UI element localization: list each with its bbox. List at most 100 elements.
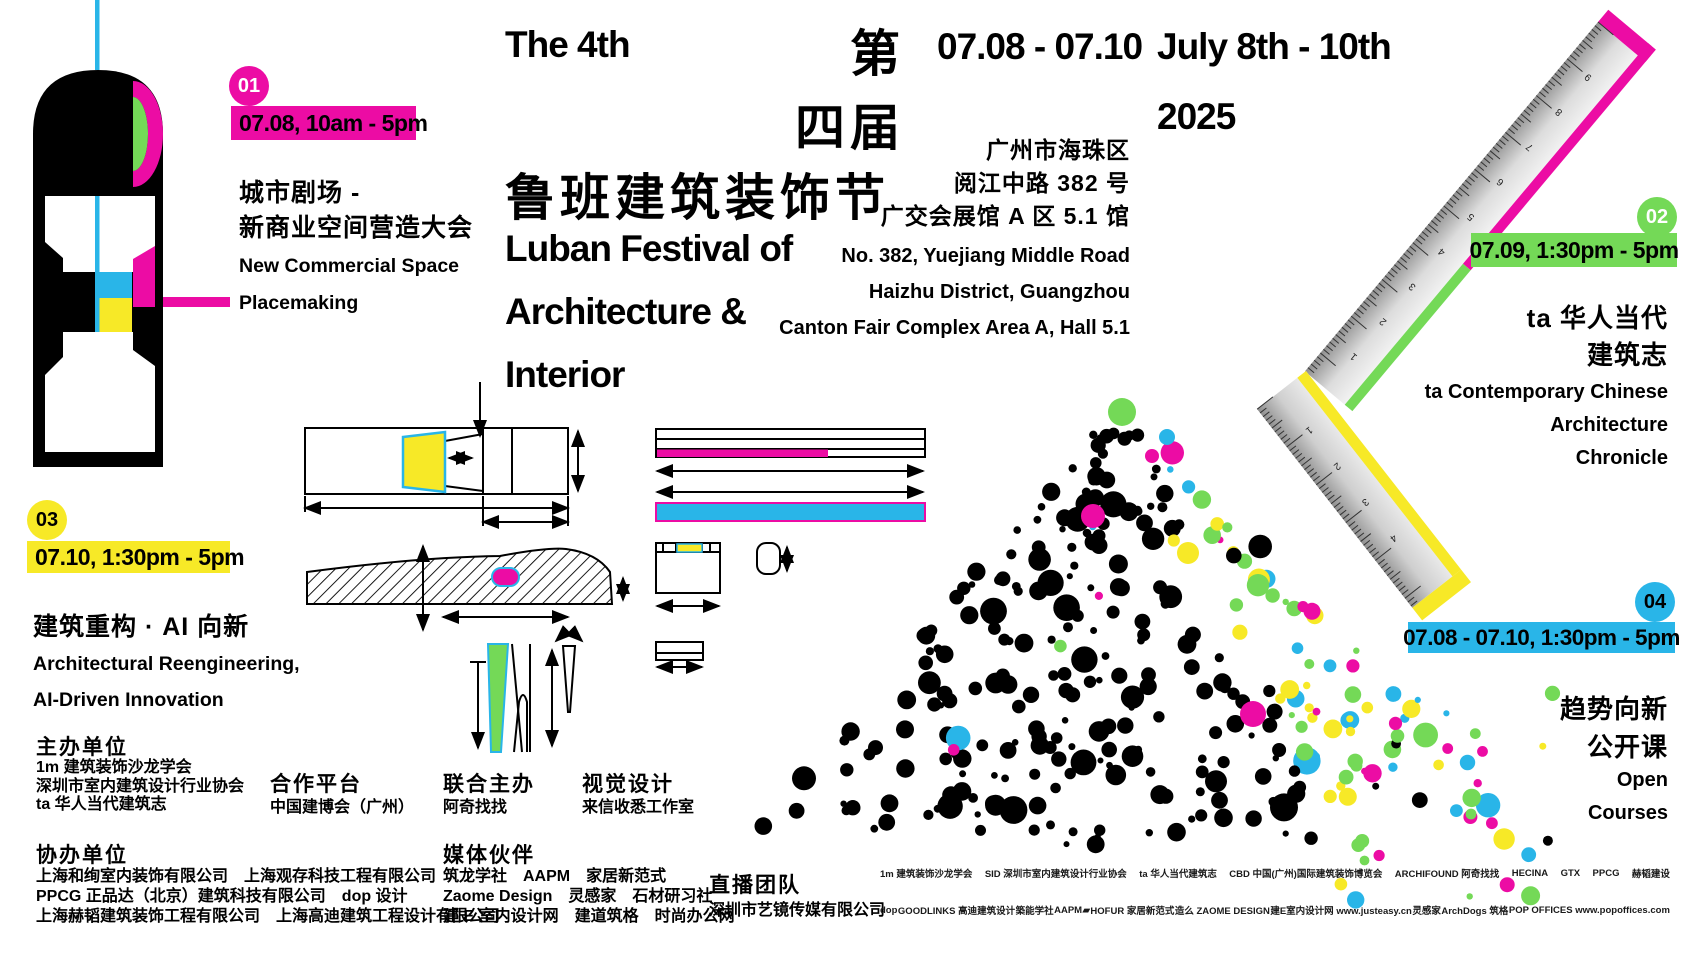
cyan-axis-line xyxy=(95,0,100,70)
event-02-datetime: 07.09, 1:30pm - 5pm xyxy=(1469,233,1679,267)
list-item: ▰ xyxy=(1082,904,1090,916)
green-wedge xyxy=(486,643,510,753)
technical-drawing-blade xyxy=(554,625,584,713)
event-02-title-cn-line: 建筑志 xyxy=(1586,340,1668,370)
event-04-title-cn-line: 公开课 xyxy=(1586,732,1668,762)
title-cn-di: 第 xyxy=(850,26,905,82)
venue-en: No. 382, Yuejiang Middle Road Haizhu Dis… xyxy=(779,238,1130,346)
event-04-title-en-line: Open xyxy=(1616,769,1668,791)
list-item: 建 E 室内设计网 建道筑格 时尚办公网 xyxy=(443,908,735,925)
title-cn-luban: 鲁班建筑装饰节 xyxy=(505,170,890,226)
event-04-title-cn-line: 趋势向新 xyxy=(1559,694,1668,724)
list-item: PPCG 正品达（北京）建筑科技有限公司 dop 设计 xyxy=(36,888,408,905)
list-item: HOFUR 家居新范式 xyxy=(1090,906,1175,917)
title-architecture: Architecture & xyxy=(505,291,747,332)
svg-text:3: 3 xyxy=(1359,496,1371,508)
technical-drawing-plane-side-view xyxy=(303,382,585,529)
venue-en-line: Canton Fair Complex Area A, Hall 5.1 xyxy=(779,317,1130,339)
technical-drawing-rounded-slot xyxy=(756,542,794,575)
dot-mountain-scatter xyxy=(754,398,1561,909)
technical-drawing-bars xyxy=(655,428,926,522)
list-item: HECINA xyxy=(1511,867,1549,879)
title-interior: Interior xyxy=(505,354,625,395)
technical-drawing-small-plate xyxy=(655,641,704,674)
event-01-title-cn-line: 城市剧场 - xyxy=(239,179,361,207)
svg-text:8: 8 xyxy=(1553,105,1565,117)
venue-cn-line: 广交会展馆 A 区 5.1 馆 xyxy=(880,203,1130,229)
list-item: 1m 建筑装饰沙龙学会 xyxy=(880,869,973,880)
event-01-title-en: New Commercial Space Placemaking xyxy=(239,248,459,322)
magenta-pill xyxy=(491,567,520,587)
svg-text:1: 1 xyxy=(1348,350,1360,362)
event-03-datetime: 07.10, 1:30pm - 5pm xyxy=(27,541,245,573)
yellow-blade-insert xyxy=(401,430,447,494)
venue-cn-line: 广州市海珠区 xyxy=(986,137,1130,163)
pen-tool-illustration xyxy=(33,0,230,467)
organizer-items: 1m 建筑装饰沙龙学会 深圳市室内建筑设计行业协会 ta 华人当代建筑志 xyxy=(36,759,244,815)
green-half-disc xyxy=(133,97,148,171)
svg-text:7: 7 xyxy=(1524,140,1536,152)
ruler-illustration: 1 2 3 4 5 6 7 8 9 1 2 3 4 xyxy=(1256,9,1656,621)
date-range-en: July 8th - 10th xyxy=(1157,26,1392,67)
list-item: 深圳市艺镜传媒有限公司 xyxy=(709,902,886,919)
event-03-title-cn: 建筑重构 · AI 向新 xyxy=(33,613,250,641)
event-03-badge: 03 xyxy=(27,500,67,540)
list-item: 上海和绚室内装饰有限公司 上海观存科技工程有限公司 xyxy=(36,868,437,885)
ruler-ticks-long-arm: 1 2 3 4 5 6 7 8 9 xyxy=(1307,21,1614,374)
list-item: 赫韬建设 xyxy=(1631,869,1670,880)
event-01-datetime: 07.08, 10am - 5pm xyxy=(231,106,428,140)
list-item: ArchDogs 筑格 xyxy=(1441,906,1509,917)
logo-strip-row-1: 1m 建筑装饰沙龙学会 SID 深圳市室内建筑设计行业协会 ta 华人当代建筑志 CB… xyxy=(880,860,1670,886)
event-04-title-cn: 趋势向新 公开课 xyxy=(1560,690,1668,766)
coop-label: 合作平台 xyxy=(270,773,362,796)
coorg-items: 上海和绚室内装饰有限公司 上海观存科技工程有限公司 PPCG 正品达（北京）建筑科… xyxy=(36,867,500,927)
list-item: 来信收悉工作室 xyxy=(582,799,695,816)
cohost-items: 阿奇找找 xyxy=(443,798,507,818)
technical-drawing-hatched-section xyxy=(306,544,630,632)
media-label: 媒体伙伴 xyxy=(443,844,535,867)
event-03-title-en: Architectural Reengineering, AI-Driven I… xyxy=(33,646,300,718)
magenta-bar xyxy=(657,449,828,457)
svg-text:3: 3 xyxy=(1407,280,1419,292)
list-item: GOODLINKS 高迪建筑设计 xyxy=(897,906,1016,917)
event-04-title-en: Open Courses xyxy=(1588,764,1668,830)
list-item: ta 华人当代建筑志 xyxy=(36,796,167,813)
venue-cn-line: 阅江中路 382 号 xyxy=(953,170,1130,196)
title-luban-festival: Luban Festival of xyxy=(505,228,793,269)
title-the-4th: The 4th xyxy=(505,24,631,65)
list-item: 建E室内设计网 www.justeasy.cn xyxy=(1270,906,1412,917)
list-item: CBD 中国(广州)国际建筑装饰博览会 xyxy=(1229,869,1383,880)
date-range: 07.08 - 07.10 xyxy=(937,26,1143,67)
title-cn-sijie: 四届 xyxy=(795,100,905,156)
visual-label: 视觉设计 xyxy=(582,773,674,796)
event-04-datetime: 07.08 - 07.10, 1:30pm - 5pm xyxy=(1403,622,1680,653)
event-01-title-cn: 城市剧场 - 新商业空间营造大会 xyxy=(239,176,473,246)
date-year: 2025 xyxy=(1157,96,1236,137)
event-03-title-en-line: AI-Driven Innovation xyxy=(33,689,224,711)
venue-en-line: No. 382, Yuejiang Middle Road xyxy=(841,245,1130,267)
organizer-label: 主办单位 xyxy=(36,736,128,759)
list-item: ARCHIFOUND 阿奇找找 xyxy=(1394,869,1500,880)
event-04-badge: 04 xyxy=(1635,582,1675,622)
live-items: 深圳市艺镜传媒有限公司 xyxy=(709,901,885,921)
list-item: Zaome Design 灵感家 石材研习社 xyxy=(443,888,713,905)
coorg-label: 协办单位 xyxy=(36,844,128,867)
ruler-ticks-short-arm: 1 2 3 4 xyxy=(1256,396,1421,607)
svg-text:4: 4 xyxy=(1387,532,1399,544)
venue-cn: 广州市海珠区 阅江中路 382 号 广交会展馆 A 区 5.1 馆 xyxy=(881,134,1130,233)
event-02-title-en: ta Contemporary Chinese Architecture Chr… xyxy=(1425,376,1668,475)
event-02-title-cn: ta 华人当代 建筑志 xyxy=(1527,300,1668,374)
list-item: GTX xyxy=(1560,867,1581,879)
event-01-badge: 01 xyxy=(229,66,269,106)
ruler-yellow-stripe xyxy=(1297,371,1462,577)
event-01-title-en-line: Placemaking xyxy=(239,292,359,314)
ruler-magenta-stripe xyxy=(1462,43,1656,271)
list-item: AAPM xyxy=(1054,904,1083,916)
ruler-green-stripe xyxy=(1344,263,1471,412)
event-02-title-en-line: Chronicle xyxy=(1575,447,1668,469)
technical-drawing-end-view xyxy=(655,542,721,613)
event-02-title-cn-line: ta 华人当代 xyxy=(1526,303,1668,333)
media-items: 筑龙学社 AAPM 家居新范式 Zaome Design 灵感家 石材研习社建 E… xyxy=(443,867,735,927)
